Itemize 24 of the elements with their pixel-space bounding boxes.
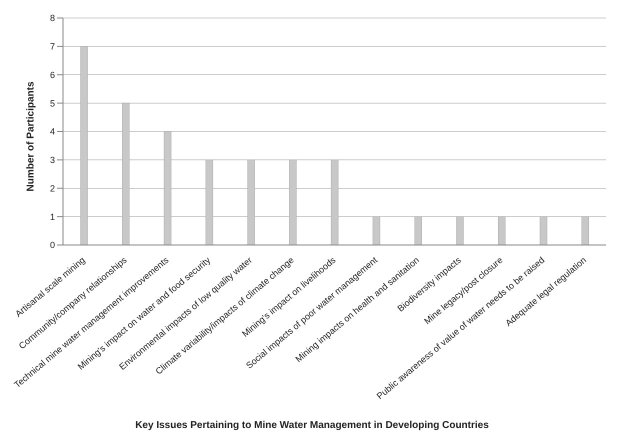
bar: [289, 160, 297, 245]
y-tick-label: 2: [50, 183, 55, 194]
y-tick-label: 4: [50, 126, 55, 137]
y-tick-label: 0: [50, 240, 55, 250]
bar: [164, 131, 172, 245]
y-tick-label: 7: [50, 42, 55, 52]
bar: [540, 216, 548, 245]
y-tick-label: 1: [50, 212, 55, 222]
x-axis-title: Key Issues Pertaining to Mine Water Management in Developing Countries: [134, 420, 490, 431]
bar: [414, 216, 422, 245]
bar: [456, 216, 464, 245]
bar: [247, 160, 255, 245]
bar: [122, 102, 130, 245]
y-tick-label: 6: [50, 70, 55, 80]
bar: [582, 216, 590, 245]
bar: [498, 216, 506, 245]
bar: [80, 46, 88, 245]
bar: [206, 160, 214, 245]
y-tick-label: 5: [50, 98, 55, 108]
y-axis-title: Number of Participants: [26, 81, 37, 192]
y-tick-label: 8: [50, 13, 55, 24]
y-tick-label: 3: [50, 155, 55, 166]
bar: [330, 160, 338, 245]
bar: [372, 216, 380, 245]
